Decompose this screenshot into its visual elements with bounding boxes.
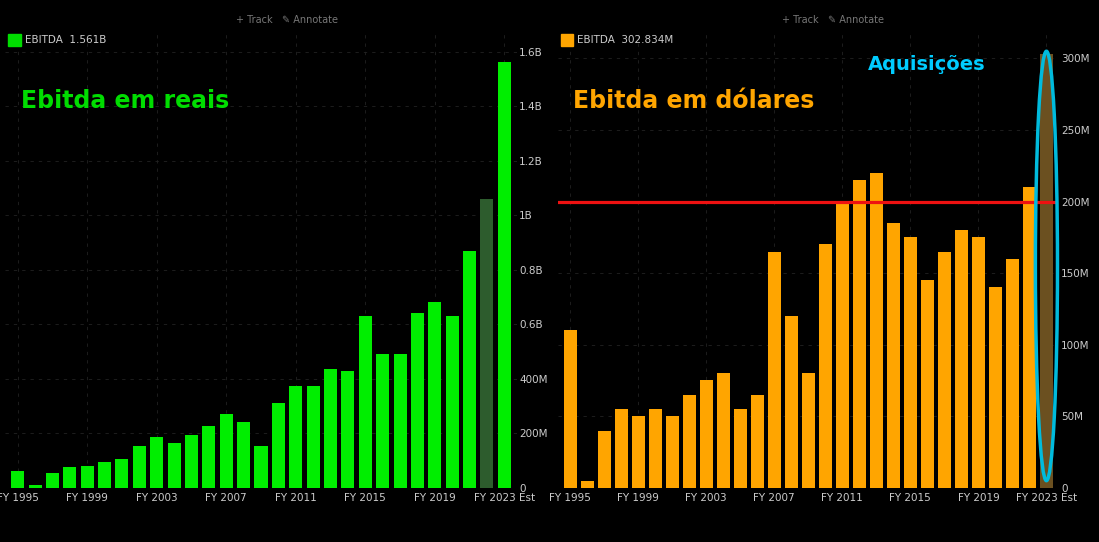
Bar: [237, 422, 251, 488]
Bar: [133, 446, 146, 488]
Text: Ebitda em reais: Ebitda em reais: [21, 89, 229, 113]
Bar: [921, 280, 934, 488]
Bar: [560, 34, 574, 46]
Bar: [29, 485, 42, 488]
Text: EBITDA  302.834M: EBITDA 302.834M: [577, 35, 674, 45]
Bar: [904, 237, 917, 488]
Text: EBITDA  1.561B: EBITDA 1.561B: [25, 35, 107, 45]
Bar: [1040, 54, 1053, 488]
Bar: [1023, 187, 1035, 488]
Text: + Track   ✎ Annotate: + Track ✎ Annotate: [782, 15, 885, 25]
Bar: [614, 409, 628, 488]
Bar: [498, 62, 511, 488]
Bar: [768, 251, 780, 488]
Bar: [376, 354, 389, 488]
Bar: [463, 250, 476, 488]
Bar: [64, 467, 76, 488]
Bar: [271, 403, 285, 488]
Bar: [598, 430, 611, 488]
Bar: [342, 371, 355, 488]
Bar: [202, 427, 215, 488]
Bar: [853, 180, 866, 488]
Bar: [98, 462, 111, 488]
Bar: [581, 481, 593, 488]
Bar: [564, 331, 577, 488]
Bar: [870, 173, 882, 488]
Bar: [411, 313, 424, 488]
Bar: [802, 373, 814, 488]
Text: Ebitda em dólares: Ebitda em dólares: [574, 89, 814, 113]
Bar: [220, 414, 233, 488]
Bar: [255, 446, 267, 488]
Bar: [972, 237, 985, 488]
Bar: [11, 472, 24, 488]
Text: Aquisições: Aquisições: [868, 55, 986, 74]
Bar: [836, 202, 848, 488]
Bar: [734, 409, 746, 488]
Bar: [989, 287, 1002, 488]
Text: + Track   ✎ Annotate: + Track ✎ Annotate: [235, 15, 337, 25]
Bar: [785, 316, 798, 488]
Bar: [887, 223, 900, 488]
Bar: [717, 373, 730, 488]
Bar: [480, 199, 493, 488]
Bar: [307, 385, 320, 488]
Bar: [939, 251, 951, 488]
Bar: [46, 473, 59, 488]
Bar: [167, 443, 180, 488]
Bar: [80, 466, 93, 488]
Bar: [632, 416, 645, 488]
Bar: [429, 302, 442, 488]
Bar: [1006, 259, 1019, 488]
Bar: [358, 316, 371, 488]
Bar: [151, 437, 164, 488]
Bar: [393, 354, 407, 488]
Bar: [8, 34, 21, 46]
Bar: [819, 244, 832, 488]
Bar: [682, 395, 696, 488]
Bar: [751, 395, 764, 488]
Bar: [324, 369, 337, 488]
Bar: [289, 385, 302, 488]
Bar: [648, 409, 662, 488]
Bar: [700, 380, 712, 488]
Bar: [115, 459, 129, 488]
Bar: [955, 230, 968, 488]
Bar: [666, 416, 678, 488]
Bar: [446, 316, 458, 488]
Bar: [185, 435, 198, 488]
